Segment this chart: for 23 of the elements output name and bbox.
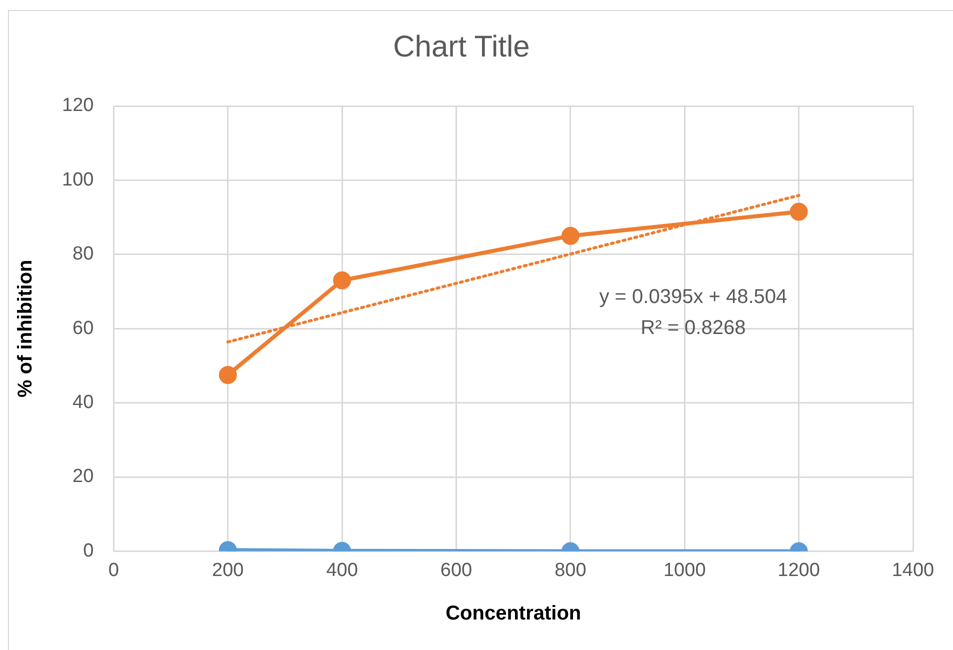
y-tick-label: 0 <box>83 540 94 562</box>
x-tick-label: 1400 <box>892 560 934 581</box>
annotation: y = 0.0395x + 48.504 <box>599 286 788 308</box>
y-tick-label: 120 <box>62 95 94 116</box>
x-tick-label: 200 <box>212 560 244 581</box>
point <box>333 271 352 290</box>
y-tick-label: 40 <box>72 392 94 414</box>
x-tick-label: 1200 <box>778 560 820 581</box>
x-tick-label: 0 <box>108 560 119 581</box>
annotation: R² = 0.8268 <box>640 316 746 339</box>
point <box>561 226 580 245</box>
point <box>790 202 808 221</box>
y-axis-title: % of inhibition <box>14 260 37 398</box>
x-tick-label: 600 <box>440 560 472 581</box>
y-tick-label: 80 <box>72 244 94 265</box>
y-tick-label: 20 <box>72 466 94 488</box>
y-tick-label: 60 <box>72 318 94 339</box>
y-tick-label: 100 <box>62 169 94 190</box>
x-tick-label: 800 <box>554 560 586 581</box>
x-tick-label: 400 <box>326 560 358 581</box>
x-tick-label: 1000 <box>663 560 706 581</box>
x-axis-title: Concentration <box>446 602 582 625</box>
chart-title: Chart Title <box>393 30 530 64</box>
